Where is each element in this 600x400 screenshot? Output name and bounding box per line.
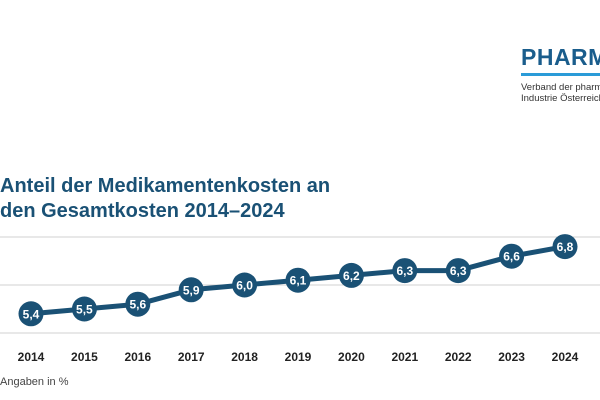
x-tick-label: 2023 [498, 350, 525, 364]
data-label: 6,3 [450, 264, 467, 278]
logo-subline: Verband der pharmaze Industrie Österreic… [521, 82, 600, 104]
x-tick-label: 2014 [18, 350, 45, 364]
data-point [552, 234, 578, 260]
data-point [445, 258, 471, 284]
data-label: 6,0 [236, 279, 253, 293]
chart-title: Anteil der Medikamentenkosten an den Ges… [0, 174, 330, 224]
data-point [178, 277, 204, 303]
data-point [499, 243, 525, 269]
data-label: 5,4 [23, 307, 40, 321]
data-point [392, 258, 418, 284]
x-tick-label: 2019 [285, 350, 312, 364]
logo-subline-2: Industrie Österreichs [521, 93, 600, 104]
units-footnote: Angaben in % [0, 376, 69, 388]
chart-title-line-2: den Gesamtkosten 2014–2024 [0, 200, 285, 222]
x-tick-label: 2016 [124, 350, 151, 364]
logo-swoosh [521, 73, 600, 76]
data-label: 6,6 [503, 250, 520, 264]
x-tick-label: 2015 [71, 350, 98, 364]
pharmig-logo: PHARM Verband der pharmaze Industrie Öst… [521, 44, 600, 104]
x-tick-label: 2020 [338, 350, 365, 364]
data-point [125, 291, 151, 317]
x-tick-label: 2022 [445, 350, 472, 364]
data-label: 5,9 [183, 283, 200, 297]
chart-title-line-1: Anteil der Medikamentenkosten an [0, 175, 331, 197]
data-label: 5,6 [129, 298, 146, 312]
data-label: 5,5 [76, 303, 93, 317]
x-tick-label: 2021 [391, 350, 418, 364]
data-label: 6,8 [557, 240, 574, 254]
x-tick-label: 2017 [178, 350, 205, 364]
data-point [338, 262, 364, 288]
data-point [71, 296, 97, 322]
logo-subline-1: Verband der pharmaze [521, 82, 600, 93]
logo-wordmark: PHARM [521, 44, 600, 70]
data-label: 6,2 [343, 269, 360, 283]
data-point [18, 301, 44, 327]
data-point [285, 267, 311, 293]
data-label: 6,1 [290, 274, 307, 288]
data-point [232, 272, 258, 298]
data-label: 6,3 [396, 264, 413, 278]
x-tick-label: 2024 [552, 350, 579, 364]
x-tick-label: 2018 [231, 350, 258, 364]
